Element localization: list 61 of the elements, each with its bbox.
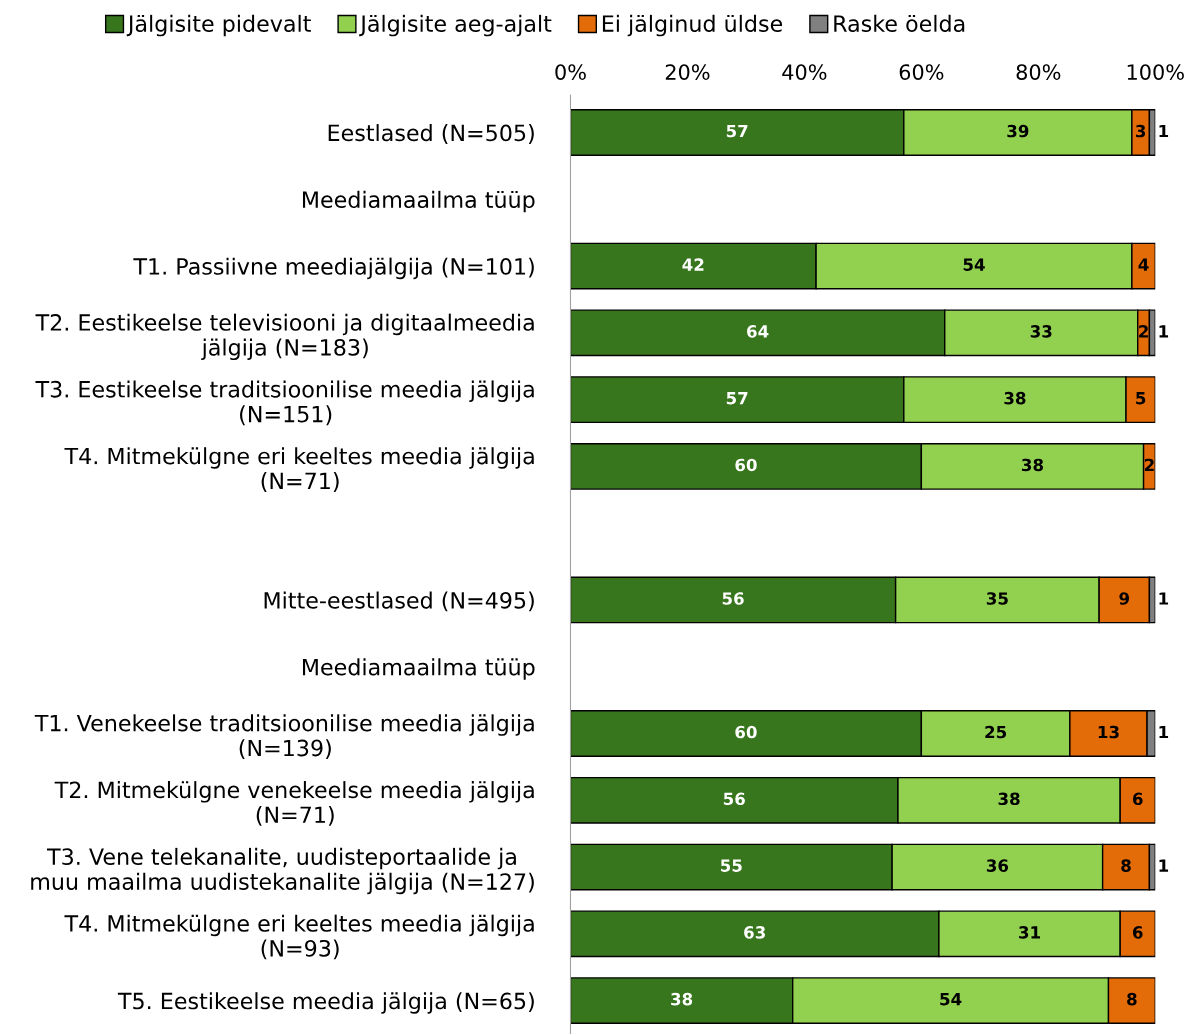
x-tick-label: 0% (555, 64, 586, 80)
data-label: 31 (1019, 926, 1040, 939)
data-label: 1 (1159, 124, 1169, 138)
data-label: 38 (1004, 391, 1026, 405)
x-tick-label: 100% (1127, 64, 1184, 80)
data-label: 57 (726, 392, 748, 405)
x-tick-label: 20% (665, 64, 710, 80)
legend-label: Ei jälginud üldse (602, 14, 783, 37)
data-label: 2 (1139, 325, 1148, 338)
data-label: 6 (1132, 792, 1143, 806)
data-label: 36 (986, 859, 1009, 872)
data-label: 64 (747, 325, 769, 338)
data-label: 1 (1159, 859, 1169, 872)
x-tick-label: 80% (1016, 64, 1061, 80)
data-label: 39 (1007, 124, 1029, 138)
data-label: 38 (1021, 458, 1044, 472)
y-tick-label: Mitte-eestlased (N=495) (264, 591, 534, 612)
y-tick-label: T2. Eestikeelse televisiooni ja digitaalmeedia jälgija (N=183) (35, 313, 534, 361)
data-label: 33 (1030, 325, 1052, 338)
legend-label: Jälgisite pidevalt (126, 14, 311, 37)
y-tick-label: T4. Mitmekülgne eri keeltes meedia jälgija (N=71) (64, 447, 534, 492)
data-label: 8 (1127, 992, 1137, 1006)
data-label: 56 (723, 792, 745, 806)
data-label: 6 (1132, 926, 1143, 939)
y-tick-label: Eestlased (N=505) (328, 124, 534, 144)
data-label: 54 (940, 993, 962, 1006)
data-label: 3 (1135, 124, 1146, 138)
data-label: 13 (1098, 725, 1119, 739)
data-label: 38 (671, 992, 693, 1006)
data-label: 38 (998, 792, 1020, 806)
data-label: 60 (735, 725, 757, 739)
data-label: 9 (1119, 592, 1130, 605)
y-tick-label: T1. Passiivne meediajälgija (N=101) (133, 257, 534, 280)
y-tick-label: T3. Eestikeelse traditsioonilise meedia jälgija (N=151) (35, 380, 534, 426)
y-tick-label: T3. Vene telekanalite, uudisteportaalide ja muu maailma uudistekanalite jälgija (N=127) (31, 847, 534, 895)
data-label: 60 (735, 458, 757, 472)
legend-label: Raske öelda (834, 14, 965, 33)
data-label: 35 (986, 592, 1008, 605)
y-tick-label: T1. Venekeelse traditsioonilise meedia jälgija (N=139) (34, 714, 534, 760)
legend-label: Jälgisite aeg-ajalt (359, 14, 552, 37)
data-label: 42 (682, 258, 704, 271)
y-tick-label: T5. Eestikeelse meedia jälgija (N=65) (117, 992, 534, 1014)
data-label: 56 (722, 592, 744, 605)
data-label: 54 (963, 258, 985, 271)
y-tick-label: T2. Mitmekülgne venekeelse meedia jälgija (N=71) (54, 781, 534, 826)
data-label: 55 (720, 859, 742, 872)
y-tick-label: Meediamaailma tüüp (302, 190, 535, 213)
data-label: 5 (1136, 392, 1146, 405)
data-label: 8 (1121, 859, 1131, 872)
x-tick-label: 40% (782, 64, 827, 80)
data-label: 4 (1138, 258, 1149, 271)
x-tick-label: 60% (899, 64, 944, 80)
data-label: 57 (726, 124, 748, 138)
data-label: 25 (985, 725, 1007, 739)
data-label: 1 (1159, 325, 1169, 338)
data-label: 1 (1159, 592, 1169, 605)
y-tick-label: T4. Mitmekülgne eri keeltes meedia jälgija (N=93) (64, 914, 534, 960)
data-label: 63 (744, 926, 765, 939)
data-label: 1 (1159, 725, 1169, 739)
y-tick-label: Meediamaailma tüüp (302, 658, 535, 680)
data-label: 2 (1144, 458, 1154, 471)
